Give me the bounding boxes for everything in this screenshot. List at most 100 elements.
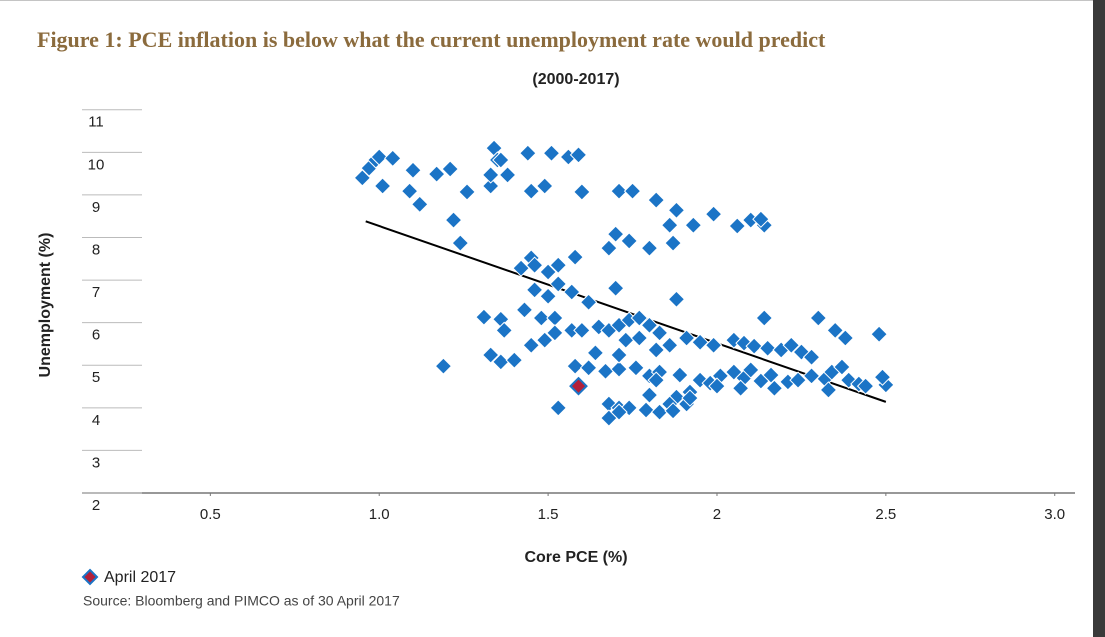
scatter-point	[833, 358, 851, 376]
scatter-point	[481, 166, 500, 184]
scatter-point	[573, 183, 591, 201]
scatter-point	[596, 362, 615, 380]
legend-marker	[81, 568, 99, 586]
scatter-point	[542, 144, 561, 162]
scatter-point	[546, 309, 564, 327]
scatter-point	[640, 239, 659, 257]
scatter-point	[441, 160, 459, 178]
scatter-point	[627, 359, 645, 377]
scatter-point	[647, 371, 665, 389]
scatter-point	[373, 177, 392, 195]
scatter-point	[681, 389, 699, 407]
scatter-point	[475, 308, 493, 326]
scatter-point	[704, 336, 723, 354]
scatter-point	[569, 146, 588, 164]
scatter-point	[610, 360, 628, 378]
scatter-point	[755, 309, 773, 327]
y-tick-label: 3	[92, 454, 100, 471]
scatter-point	[873, 368, 892, 386]
scatter-point	[802, 348, 821, 366]
y-axis-label: Unemployment (%)	[37, 233, 54, 378]
scatter-point	[458, 183, 476, 201]
scatter-point	[728, 217, 746, 235]
scatter-point	[525, 256, 544, 274]
scatter-point	[549, 256, 567, 274]
scatter-point	[640, 386, 659, 404]
scatter-point	[836, 329, 855, 347]
scatter-point	[566, 248, 584, 266]
scatter-point	[498, 166, 517, 184]
scatter-point	[400, 182, 419, 200]
scatter-point	[610, 182, 628, 200]
scatter-point	[481, 346, 500, 364]
scatter-point	[650, 324, 669, 342]
scatter-point	[708, 377, 726, 395]
y-tick-label: 5	[92, 369, 100, 386]
scatter-point	[742, 361, 760, 379]
scatter-point	[620, 232, 638, 250]
scatter-point	[819, 381, 838, 399]
scatter-point	[549, 399, 567, 417]
scatter-point	[650, 403, 669, 421]
scatter-point	[630, 329, 649, 347]
scatter-point	[731, 379, 750, 397]
scatter-point	[660, 216, 679, 234]
scatter-point	[515, 301, 534, 319]
chart-title: Figure 1: PCE inflation is below what th…	[37, 27, 826, 52]
scatter-point	[549, 275, 567, 293]
scatter-point	[610, 403, 628, 421]
scatter-point	[667, 290, 686, 308]
y-tick-label: 9	[92, 199, 100, 216]
x-tick-label: 1.0	[369, 506, 390, 523]
scatter-point	[522, 182, 540, 200]
scatter-point	[573, 321, 591, 340]
chart-subtitle: (2000-2017)	[532, 71, 619, 88]
scatter-point	[451, 234, 469, 252]
scatter-point	[640, 316, 659, 334]
scatter-point	[647, 341, 665, 359]
x-tick-label: 3.0	[1044, 506, 1065, 523]
scatter-point	[404, 161, 422, 179]
scatter-point	[684, 216, 703, 234]
scatter-point	[606, 225, 625, 243]
scatter-point	[525, 281, 544, 299]
y-tick-label: 4	[92, 412, 100, 429]
scatter-point	[536, 331, 554, 349]
scatter-point	[671, 366, 689, 384]
scatter-point	[630, 309, 649, 327]
scatter-point	[691, 333, 709, 351]
x-tick-label: 2.5	[875, 506, 896, 523]
scatter-point	[586, 344, 605, 362]
x-tick-label: 0.5	[200, 506, 221, 523]
scatter-point	[505, 351, 524, 369]
scatter-point	[802, 367, 821, 385]
scatter-point	[623, 182, 642, 200]
scatter-point	[752, 210, 770, 228]
scatter-point	[384, 149, 402, 168]
scatter-point	[782, 336, 800, 354]
window-edge	[1093, 0, 1105, 637]
scatter-point	[637, 401, 655, 419]
scatter-point	[579, 359, 598, 377]
scatter-point	[826, 321, 844, 340]
scatter-point	[411, 195, 429, 214]
legend-label: April 2017	[104, 569, 176, 586]
scatter-point	[492, 353, 510, 371]
scatter-point	[566, 357, 584, 375]
scatter-point	[536, 177, 554, 195]
scatter-point	[647, 191, 665, 209]
scatter-point	[856, 377, 875, 395]
scatter-point	[620, 399, 638, 417]
scatter-point	[444, 211, 463, 229]
scatter-point	[522, 336, 540, 354]
scatter-point	[677, 329, 696, 347]
scatter-point	[532, 309, 551, 327]
y-tick-label: 8	[92, 241, 100, 258]
scatter-point	[434, 357, 453, 375]
x-tick-label: 2	[713, 506, 721, 523]
scatter-point	[610, 346, 628, 364]
scatter-point	[370, 148, 388, 166]
x-tick-label: 1.5	[538, 506, 559, 523]
scatter-point	[870, 325, 888, 343]
